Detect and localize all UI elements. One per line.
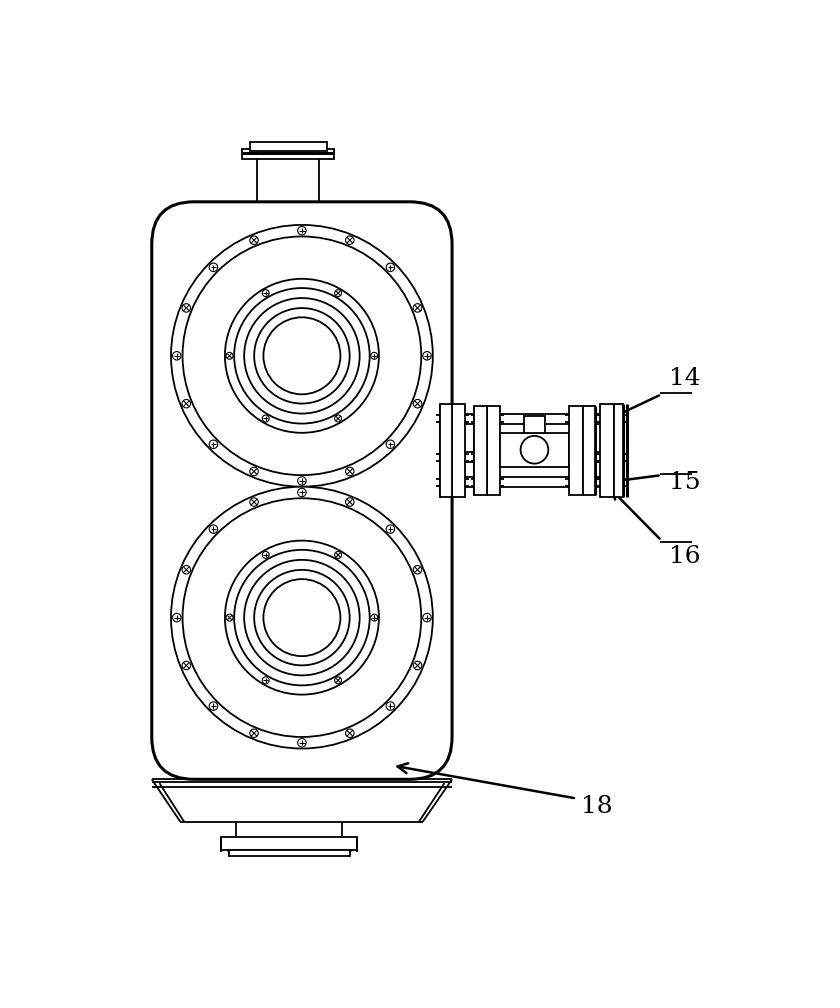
Circle shape bbox=[413, 399, 422, 408]
Circle shape bbox=[255, 308, 349, 403]
Circle shape bbox=[413, 303, 422, 312]
Circle shape bbox=[370, 614, 378, 621]
Bar bbox=[570, 406, 583, 495]
Circle shape bbox=[172, 352, 181, 360]
Circle shape bbox=[226, 614, 233, 621]
Circle shape bbox=[255, 570, 349, 665]
Circle shape bbox=[386, 702, 395, 711]
Circle shape bbox=[334, 289, 342, 296]
Circle shape bbox=[521, 435, 549, 464]
Circle shape bbox=[297, 739, 306, 747]
Bar bbox=[249, 142, 327, 151]
Circle shape bbox=[171, 225, 433, 487]
Circle shape bbox=[334, 551, 342, 558]
Bar bbox=[228, 850, 349, 857]
Bar bbox=[242, 149, 334, 158]
Circle shape bbox=[370, 353, 378, 359]
Text: 14: 14 bbox=[669, 367, 701, 390]
Text: 16: 16 bbox=[669, 544, 701, 568]
Circle shape bbox=[209, 525, 218, 533]
Circle shape bbox=[297, 488, 306, 497]
Circle shape bbox=[334, 415, 342, 422]
Circle shape bbox=[182, 399, 191, 408]
Circle shape bbox=[182, 498, 422, 737]
Circle shape bbox=[423, 352, 431, 360]
Circle shape bbox=[234, 549, 370, 685]
Circle shape bbox=[234, 288, 370, 423]
Circle shape bbox=[182, 237, 422, 475]
Bar bbox=[475, 406, 486, 495]
Circle shape bbox=[249, 467, 258, 476]
Bar bbox=[221, 837, 357, 850]
Circle shape bbox=[386, 525, 395, 533]
Text: 18: 18 bbox=[580, 794, 612, 817]
Circle shape bbox=[182, 661, 191, 669]
Circle shape bbox=[209, 702, 218, 711]
Bar bbox=[440, 404, 452, 497]
Circle shape bbox=[244, 298, 360, 413]
Circle shape bbox=[262, 415, 269, 422]
Circle shape bbox=[262, 289, 269, 296]
Circle shape bbox=[171, 487, 433, 749]
Circle shape bbox=[386, 263, 395, 271]
Circle shape bbox=[386, 440, 395, 449]
Bar bbox=[500, 432, 570, 468]
Circle shape bbox=[225, 279, 379, 432]
Circle shape bbox=[345, 236, 354, 245]
Circle shape bbox=[226, 353, 233, 359]
Circle shape bbox=[297, 227, 306, 235]
Circle shape bbox=[249, 729, 258, 738]
Circle shape bbox=[264, 318, 340, 394]
Circle shape bbox=[423, 614, 431, 622]
Circle shape bbox=[172, 614, 181, 622]
Bar bbox=[614, 404, 623, 497]
Circle shape bbox=[334, 676, 342, 683]
Circle shape bbox=[264, 580, 340, 656]
Circle shape bbox=[249, 498, 258, 506]
Circle shape bbox=[262, 676, 269, 683]
Circle shape bbox=[182, 303, 191, 312]
Text: 15: 15 bbox=[669, 472, 701, 494]
Circle shape bbox=[413, 661, 422, 669]
Circle shape bbox=[209, 263, 218, 271]
Circle shape bbox=[249, 236, 258, 245]
Circle shape bbox=[297, 477, 306, 485]
Bar bbox=[452, 404, 465, 497]
Circle shape bbox=[345, 467, 354, 476]
Circle shape bbox=[345, 498, 354, 506]
Bar bbox=[583, 406, 596, 495]
FancyBboxPatch shape bbox=[152, 202, 452, 779]
Bar bbox=[523, 416, 545, 432]
Circle shape bbox=[182, 565, 191, 574]
Bar bbox=[486, 406, 500, 495]
Bar bbox=[600, 404, 614, 497]
Circle shape bbox=[345, 729, 354, 738]
Circle shape bbox=[209, 440, 218, 449]
Circle shape bbox=[244, 559, 360, 675]
Circle shape bbox=[262, 551, 269, 558]
Circle shape bbox=[225, 540, 379, 695]
Circle shape bbox=[413, 565, 422, 574]
